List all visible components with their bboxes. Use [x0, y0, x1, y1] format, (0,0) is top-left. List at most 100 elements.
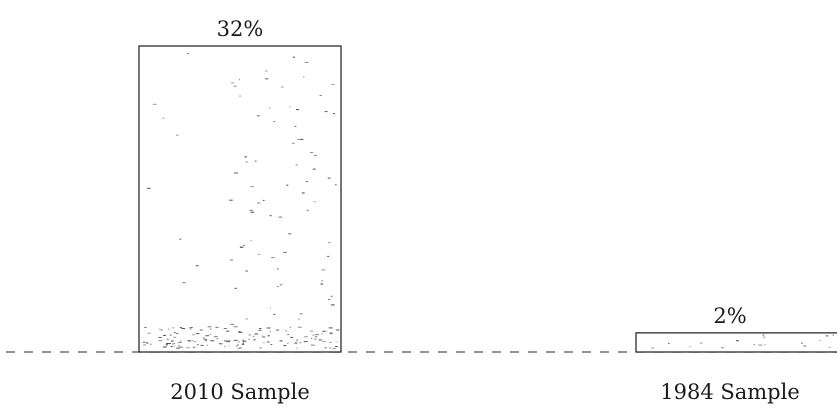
- texture-mark: [329, 332, 333, 334]
- texture-mark: [202, 337, 205, 339]
- texture-mark: [159, 328, 161, 330]
- texture-mark: [176, 134, 179, 136]
- texture-mark: [283, 345, 287, 347]
- texture-mark: [237, 344, 239, 346]
- texture-mark: [313, 344, 315, 346]
- texture-mark: [254, 160, 257, 162]
- texture-mark: [181, 328, 186, 329]
- bar-2010-sample: [138, 45, 342, 353]
- texture-mark: [327, 255, 330, 257]
- texture-mark: [147, 332, 151, 334]
- texture-mark: [188, 340, 192, 342]
- texture-mark: [261, 335, 263, 337]
- texture-mark: [329, 342, 332, 343]
- texture-mark: [320, 283, 324, 285]
- texture-mark: [292, 56, 295, 58]
- texture-mark: [243, 244, 245, 246]
- texture-mark: [273, 313, 276, 315]
- texture-mark: [287, 342, 289, 344]
- category-label-2: 1984 Sample: [660, 380, 800, 404]
- texture-mark: [668, 343, 670, 344]
- data-label-1: 32%: [217, 17, 264, 41]
- texture-mark: [294, 125, 297, 127]
- texture-mark: [244, 156, 247, 158]
- texture-mark: [162, 346, 167, 348]
- texture-mark: [237, 348, 240, 349]
- texture-mark: [828, 346, 831, 348]
- texture-mark: [224, 346, 226, 348]
- texture-mark: [314, 336, 318, 338]
- texture-mark: [335, 184, 337, 186]
- texture-mark: [143, 341, 146, 343]
- texture-mark: [162, 117, 165, 119]
- texture-mark: [192, 334, 195, 336]
- texture-mark: [175, 333, 178, 335]
- texture-mark: [286, 184, 289, 186]
- texture-mark: [179, 238, 182, 240]
- texture-mark: [205, 335, 209, 337]
- texture-mark: [242, 339, 244, 341]
- texture-mark: [263, 342, 265, 344]
- texture-mark: [819, 340, 821, 341]
- texture-mark: [736, 340, 739, 342]
- texture-mark: [177, 332, 179, 334]
- texture-mark: [223, 340, 228, 342]
- texture-mark: [144, 327, 147, 328]
- texture-mark: [169, 334, 172, 336]
- texture-mark: [273, 121, 275, 123]
- texture-mark: [329, 333, 333, 335]
- texture-mark: [167, 338, 169, 340]
- texture-mark: [313, 154, 317, 156]
- texture-mark: [290, 336, 293, 338]
- texture-mark: [218, 343, 220, 345]
- texture-mark: [280, 284, 283, 286]
- texture-mark: [289, 327, 291, 329]
- texture-mark: [178, 342, 182, 343]
- texture-mark: [262, 336, 266, 338]
- texture-mark: [233, 326, 238, 328]
- texture-mark: [321, 280, 323, 282]
- texture-mark: [237, 341, 240, 343]
- texture-mark: [238, 331, 243, 333]
- texture-mark: [277, 286, 279, 287]
- texture-mark: [196, 344, 199, 346]
- texture-mark: [189, 328, 192, 330]
- texture-mark: [825, 335, 829, 337]
- texture-mark: [332, 347, 336, 349]
- texture-mark: [271, 257, 275, 259]
- texture-mark: [304, 61, 309, 63]
- texture-mark: [176, 347, 180, 349]
- texture-mark: [254, 333, 258, 335]
- texture-mark: [245, 161, 248, 163]
- texture-mark: [318, 339, 322, 341]
- texture-mark: [171, 340, 174, 342]
- texture-mark: [305, 181, 309, 182]
- texture-mark: [182, 282, 186, 284]
- texture-mark: [234, 172, 238, 174]
- texture-mark: [313, 338, 317, 340]
- texture-mark: [764, 344, 766, 346]
- texture-mark: [158, 340, 163, 342]
- texture-mark: [179, 346, 183, 348]
- texture-mark: [264, 78, 269, 80]
- texture-mark: [321, 333, 323, 335]
- texture-mark: [173, 345, 176, 347]
- texture-mark: [288, 233, 292, 235]
- texture-mark: [230, 323, 234, 325]
- texture-mark: [327, 177, 331, 179]
- texture-mark: [651, 347, 655, 349]
- texture-mark: [187, 53, 190, 54]
- texture-mark: [297, 326, 302, 328]
- texture-mark: [166, 343, 168, 345]
- texture-mark: [146, 342, 149, 344]
- texture-mark: [330, 295, 333, 297]
- texture-mark: [297, 139, 300, 140]
- texture-mark: [143, 344, 147, 346]
- texture-mark: [319, 95, 323, 96]
- texture-mark: [296, 109, 300, 111]
- texture-mark: [229, 259, 234, 261]
- texture-mark: [302, 192, 305, 194]
- texture-mark: [242, 342, 245, 344]
- texture-mark: [233, 339, 238, 341]
